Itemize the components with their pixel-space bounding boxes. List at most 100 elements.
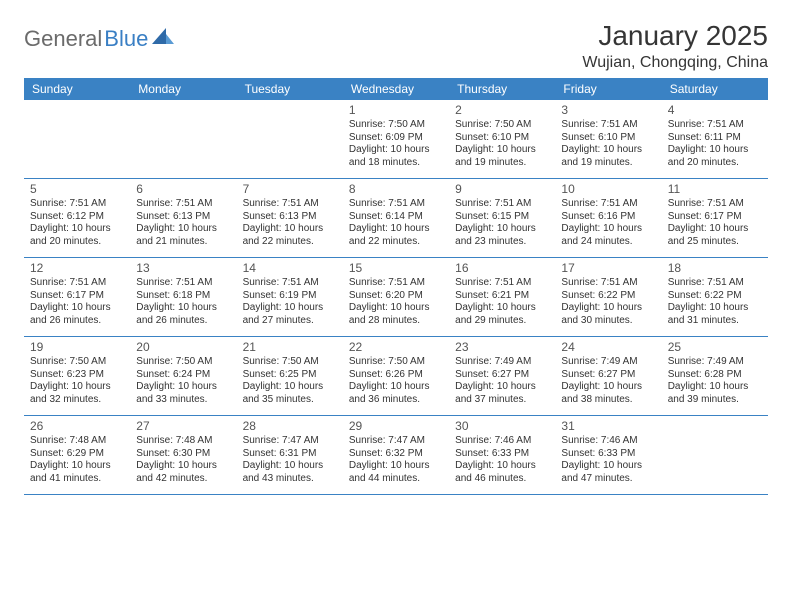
sunset-text: Sunset: 6:09 PM <box>349 132 443 145</box>
day-number: 24 <box>561 340 655 355</box>
day-cell: 22Sunrise: 7:50 AMSunset: 6:26 PMDayligh… <box>343 337 449 415</box>
sunset-text: Sunset: 6:17 PM <box>668 211 762 224</box>
day-number: 12 <box>30 261 124 276</box>
day-number: 20 <box>136 340 230 355</box>
daylight-text: Daylight: 10 hours and 20 minutes. <box>668 144 762 169</box>
calendar: Sunday Monday Tuesday Wednesday Thursday… <box>24 78 768 495</box>
daylight-text: Daylight: 10 hours and 27 minutes. <box>243 302 337 327</box>
daylight-text: Daylight: 10 hours and 37 minutes. <box>455 381 549 406</box>
day-cell: 4Sunrise: 7:51 AMSunset: 6:11 PMDaylight… <box>662 100 768 178</box>
day-cell: 14Sunrise: 7:51 AMSunset: 6:19 PMDayligh… <box>237 258 343 336</box>
location: Wujian, Chongqing, China <box>582 54 768 72</box>
day-header-tue: Tuesday <box>237 78 343 100</box>
sunrise-text: Sunrise: 7:49 AM <box>561 356 655 369</box>
daylight-text: Daylight: 10 hours and 22 minutes. <box>349 223 443 248</box>
day-number: 30 <box>455 419 549 434</box>
sunset-text: Sunset: 6:33 PM <box>561 448 655 461</box>
day-cell: 27Sunrise: 7:48 AMSunset: 6:30 PMDayligh… <box>130 416 236 494</box>
day-number: 1 <box>349 103 443 118</box>
sunrise-text: Sunrise: 7:51 AM <box>561 119 655 132</box>
day-cell: 7Sunrise: 7:51 AMSunset: 6:13 PMDaylight… <box>237 179 343 257</box>
day-number: 28 <box>243 419 337 434</box>
day-number: 10 <box>561 182 655 197</box>
day-info: Sunrise: 7:46 AMSunset: 6:33 PMDaylight:… <box>455 435 549 485</box>
sunrise-text: Sunrise: 7:51 AM <box>455 277 549 290</box>
sunset-text: Sunset: 6:30 PM <box>136 448 230 461</box>
day-number: 3 <box>561 103 655 118</box>
day-info: Sunrise: 7:51 AMSunset: 6:13 PMDaylight:… <box>136 198 230 248</box>
day-header-sat: Saturday <box>662 78 768 100</box>
daylight-text: Daylight: 10 hours and 26 minutes. <box>136 302 230 327</box>
sunset-text: Sunset: 6:23 PM <box>30 369 124 382</box>
day-info: Sunrise: 7:51 AMSunset: 6:22 PMDaylight:… <box>668 277 762 327</box>
logo: GeneralBlue <box>24 20 174 52</box>
daylight-text: Daylight: 10 hours and 32 minutes. <box>30 381 124 406</box>
sunrise-text: Sunrise: 7:49 AM <box>668 356 762 369</box>
sunrise-text: Sunrise: 7:51 AM <box>668 198 762 211</box>
sunset-text: Sunset: 6:22 PM <box>561 290 655 303</box>
sunrise-text: Sunrise: 7:51 AM <box>30 277 124 290</box>
sunrise-text: Sunrise: 7:51 AM <box>668 119 762 132</box>
day-info: Sunrise: 7:51 AMSunset: 6:20 PMDaylight:… <box>349 277 443 327</box>
day-cell: 10Sunrise: 7:51 AMSunset: 6:16 PMDayligh… <box>555 179 661 257</box>
day-info: Sunrise: 7:50 AMSunset: 6:26 PMDaylight:… <box>349 356 443 406</box>
sunset-text: Sunset: 6:13 PM <box>243 211 337 224</box>
day-number: 5 <box>30 182 124 197</box>
sunrise-text: Sunrise: 7:48 AM <box>30 435 124 448</box>
sunrise-text: Sunrise: 7:51 AM <box>668 277 762 290</box>
daylight-text: Daylight: 10 hours and 18 minutes. <box>349 144 443 169</box>
daylight-text: Daylight: 10 hours and 20 minutes. <box>30 223 124 248</box>
day-info: Sunrise: 7:51 AMSunset: 6:14 PMDaylight:… <box>349 198 443 248</box>
daylight-text: Daylight: 10 hours and 24 minutes. <box>561 223 655 248</box>
day-number: 26 <box>30 419 124 434</box>
daylight-text: Daylight: 10 hours and 39 minutes. <box>668 381 762 406</box>
daylight-text: Daylight: 10 hours and 38 minutes. <box>561 381 655 406</box>
daylight-text: Daylight: 10 hours and 41 minutes. <box>30 460 124 485</box>
sunrise-text: Sunrise: 7:47 AM <box>243 435 337 448</box>
day-cell: 16Sunrise: 7:51 AMSunset: 6:21 PMDayligh… <box>449 258 555 336</box>
sunset-text: Sunset: 6:32 PM <box>349 448 443 461</box>
day-header-fri: Friday <box>555 78 661 100</box>
day-cell: 29Sunrise: 7:47 AMSunset: 6:32 PMDayligh… <box>343 416 449 494</box>
sunset-text: Sunset: 6:22 PM <box>668 290 762 303</box>
sunset-text: Sunset: 6:19 PM <box>243 290 337 303</box>
day-cell: 2Sunrise: 7:50 AMSunset: 6:10 PMDaylight… <box>449 100 555 178</box>
daylight-text: Daylight: 10 hours and 29 minutes. <box>455 302 549 327</box>
day-number: 27 <box>136 419 230 434</box>
day-cell: 3Sunrise: 7:51 AMSunset: 6:10 PMDaylight… <box>555 100 661 178</box>
sunrise-text: Sunrise: 7:51 AM <box>349 277 443 290</box>
day-cell: 19Sunrise: 7:50 AMSunset: 6:23 PMDayligh… <box>24 337 130 415</box>
sunset-text: Sunset: 6:20 PM <box>349 290 443 303</box>
day-info: Sunrise: 7:49 AMSunset: 6:27 PMDaylight:… <box>455 356 549 406</box>
daylight-text: Daylight: 10 hours and 19 minutes. <box>561 144 655 169</box>
day-cell: 9Sunrise: 7:51 AMSunset: 6:15 PMDaylight… <box>449 179 555 257</box>
sunrise-text: Sunrise: 7:47 AM <box>349 435 443 448</box>
day-cell: 28Sunrise: 7:47 AMSunset: 6:31 PMDayligh… <box>237 416 343 494</box>
day-number: 22 <box>349 340 443 355</box>
week-row: 19Sunrise: 7:50 AMSunset: 6:23 PMDayligh… <box>24 337 768 416</box>
sunset-text: Sunset: 6:33 PM <box>455 448 549 461</box>
sunset-text: Sunset: 6:27 PM <box>455 369 549 382</box>
day-info: Sunrise: 7:51 AMSunset: 6:13 PMDaylight:… <box>243 198 337 248</box>
header-row: GeneralBlue January 2025 Wujian, Chongqi… <box>24 20 768 72</box>
day-number: 29 <box>349 419 443 434</box>
sunset-text: Sunset: 6:25 PM <box>243 369 337 382</box>
sunrise-text: Sunrise: 7:46 AM <box>455 435 549 448</box>
sunset-text: Sunset: 6:14 PM <box>349 211 443 224</box>
day-info: Sunrise: 7:46 AMSunset: 6:33 PMDaylight:… <box>561 435 655 485</box>
day-info: Sunrise: 7:51 AMSunset: 6:22 PMDaylight:… <box>561 277 655 327</box>
daylight-text: Daylight: 10 hours and 22 minutes. <box>243 223 337 248</box>
day-info: Sunrise: 7:51 AMSunset: 6:11 PMDaylight:… <box>668 119 762 169</box>
sunset-text: Sunset: 6:31 PM <box>243 448 337 461</box>
day-info: Sunrise: 7:51 AMSunset: 6:12 PMDaylight:… <box>30 198 124 248</box>
daylight-text: Daylight: 10 hours and 19 minutes. <box>455 144 549 169</box>
day-number: 6 <box>136 182 230 197</box>
sunrise-text: Sunrise: 7:49 AM <box>455 356 549 369</box>
daylight-text: Daylight: 10 hours and 25 minutes. <box>668 223 762 248</box>
day-info: Sunrise: 7:49 AMSunset: 6:27 PMDaylight:… <box>561 356 655 406</box>
day-number: 25 <box>668 340 762 355</box>
day-cell: 13Sunrise: 7:51 AMSunset: 6:18 PMDayligh… <box>130 258 236 336</box>
sunset-text: Sunset: 6:13 PM <box>136 211 230 224</box>
day-number: 11 <box>668 182 762 197</box>
day-info: Sunrise: 7:51 AMSunset: 6:17 PMDaylight:… <box>668 198 762 248</box>
